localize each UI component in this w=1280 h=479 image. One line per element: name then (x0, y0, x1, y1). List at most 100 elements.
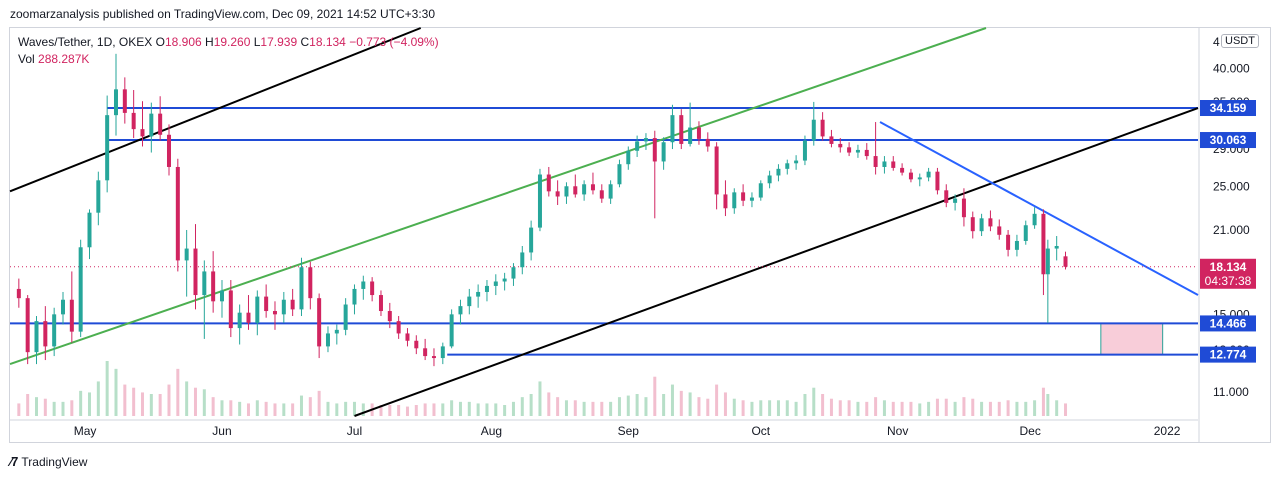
candle-body (802, 140, 807, 161)
candle-body (608, 184, 613, 199)
volume-bar (1041, 387, 1045, 416)
volume-bar (70, 400, 74, 416)
volume-bar (503, 405, 507, 416)
last-price-label: 18.134 (1210, 260, 1247, 274)
candle-body (555, 191, 560, 197)
candle-body (900, 167, 905, 173)
volume-bar (962, 397, 966, 416)
candle-body (643, 138, 648, 142)
candle-body (308, 267, 313, 299)
volume-bar (96, 381, 100, 416)
volume-bar (388, 405, 392, 416)
candle-body (105, 115, 110, 181)
last-price-badge (1200, 258, 1256, 289)
legend-symbol: Waves/Tether, 1D, OKEX (18, 35, 153, 49)
volume-bar (185, 381, 189, 416)
legend-high: H19.260 (205, 35, 251, 49)
candle-body (847, 147, 852, 153)
candle-body (767, 175, 772, 184)
trend-line-black-upper (9, 27, 422, 193)
candle-body (696, 127, 701, 139)
candle-body (1063, 256, 1068, 267)
volume-bar (308, 397, 312, 416)
volume-bar (52, 401, 56, 416)
volume-bar (1006, 400, 1010, 416)
candle-body (537, 174, 542, 228)
candle-body (652, 138, 657, 162)
candle-body (723, 194, 728, 209)
candle-body (908, 172, 913, 180)
candle-body (122, 89, 127, 113)
candle-body (361, 281, 366, 289)
candle-body (237, 312, 242, 329)
volume-bar (467, 401, 471, 416)
x-tick-label: Sep (618, 424, 640, 438)
candle-body (202, 271, 207, 296)
volume-bar (291, 403, 295, 416)
candle-body (988, 218, 993, 227)
candle-body (1006, 234, 1011, 250)
level-badge (1200, 132, 1256, 149)
candle-body (935, 171, 940, 191)
volume-bar (17, 403, 21, 416)
candle-body (264, 296, 269, 312)
candle-body (811, 119, 816, 141)
volume-bar (653, 376, 657, 416)
legend-low: L17.939 (253, 35, 298, 49)
volume-bar (944, 398, 948, 416)
candle-body (211, 271, 216, 302)
volume-bar (838, 400, 842, 416)
volume-bar (679, 390, 683, 416)
candle-body (1054, 246, 1059, 249)
brand-name: TradingView (21, 454, 88, 469)
volume-bar (662, 394, 666, 416)
candle-body (60, 299, 65, 315)
candle-body (228, 290, 233, 329)
volume-bar (458, 401, 462, 416)
volume-bar (61, 401, 65, 416)
candle-body (626, 150, 631, 165)
volume-bar (1015, 401, 1019, 416)
candle-body (166, 134, 171, 167)
volume-bar (273, 403, 277, 416)
y-tick-label: 21.000 (1213, 223, 1250, 237)
volume-bar (79, 390, 83, 416)
trend-line-green (9, 27, 987, 366)
candle-body (255, 296, 260, 323)
candle-body (758, 183, 763, 198)
volume-bar (953, 401, 957, 416)
x-tick-label: May (74, 424, 97, 438)
candle-body (325, 333, 330, 347)
volume-bar (211, 397, 215, 416)
candle-body (352, 288, 357, 305)
legend-ohlc: Waves/Tether, 1D, OKEX O18.906 H19.260 L… (18, 34, 439, 51)
currency-unit-button[interactable]: USDT (1221, 34, 1259, 48)
candle-body (1014, 240, 1019, 250)
volume-bar (776, 400, 780, 416)
volume-bar (997, 401, 1001, 416)
x-tick-label: Jun (212, 424, 231, 438)
legend-volume-value: 288.287K (38, 52, 90, 66)
volume-bar (829, 398, 833, 416)
candle-body (467, 296, 472, 307)
volume-bar (379, 405, 383, 416)
candle-body (370, 281, 375, 296)
candle-body (149, 113, 154, 137)
candle-body (43, 321, 48, 347)
candle-body (970, 217, 975, 232)
volume-bar (600, 401, 604, 416)
candle-body (449, 314, 454, 347)
candle-body (520, 252, 525, 268)
volume-bar (34, 397, 38, 416)
volume-bar (715, 384, 719, 416)
candle-body (272, 311, 277, 315)
candle-body (926, 171, 931, 178)
candle-body (573, 186, 578, 195)
y-tick-label-clipped: 4 (1213, 35, 1220, 49)
volume-bar (891, 401, 895, 416)
legend-volume: Vol 288.287K (18, 52, 90, 66)
legend-close: C18.134 (300, 35, 346, 49)
candle-body (1045, 248, 1050, 275)
volume-bar (1055, 400, 1059, 416)
